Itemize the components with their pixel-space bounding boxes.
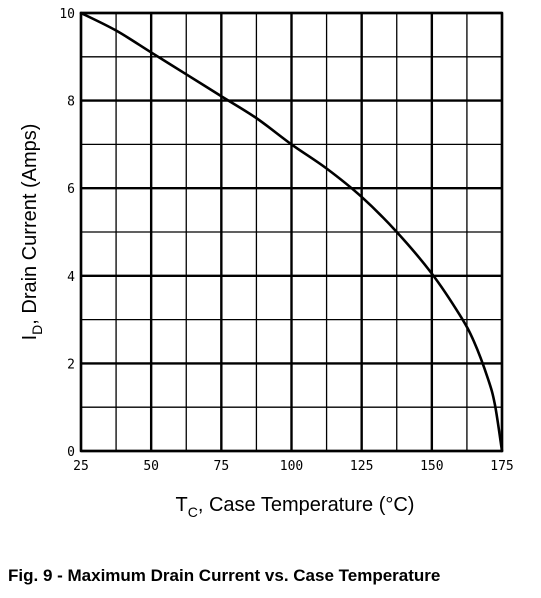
y-tick-labels: 0 2 4 6 8 10 — [59, 7, 75, 460]
plot-frame — [79, 11, 504, 453]
x-tick-label: 50 — [143, 459, 159, 474]
y-tick-label: 8 — [67, 95, 75, 110]
y-axis-title: ID, Drain Current (Amps) — [19, 124, 45, 341]
x-tick-label: 25 — [73, 459, 89, 474]
y-tick-label: 6 — [67, 182, 75, 197]
series-line — [79, 11, 504, 453]
x-tick-label: 100 — [280, 459, 303, 474]
y-tick-label: 4 — [67, 270, 75, 285]
y-tick-label: 2 — [67, 357, 75, 372]
figure-caption: Fig. 9 - Maximum Drain Current vs. Case … — [8, 566, 441, 585]
series-layer — [79, 11, 504, 453]
chart: 25 50 75 100 125 150 175 0 2 4 6 8 10 TC, Case Temp… — [19, 7, 514, 520]
x-tick-label: 150 — [420, 459, 443, 474]
x-tick-label: 175 — [490, 459, 513, 474]
x-tick-label: 125 — [350, 459, 373, 474]
x-tick-labels: 25 50 75 100 125 150 175 — [73, 459, 514, 474]
y-tick-label: 0 — [67, 445, 75, 460]
y-tick-label: 10 — [59, 7, 75, 22]
x-tick-label: 75 — [214, 459, 230, 474]
x-axis-title: TC, Case Temperature (°C) — [176, 494, 415, 520]
grid — [79, 11, 504, 453]
